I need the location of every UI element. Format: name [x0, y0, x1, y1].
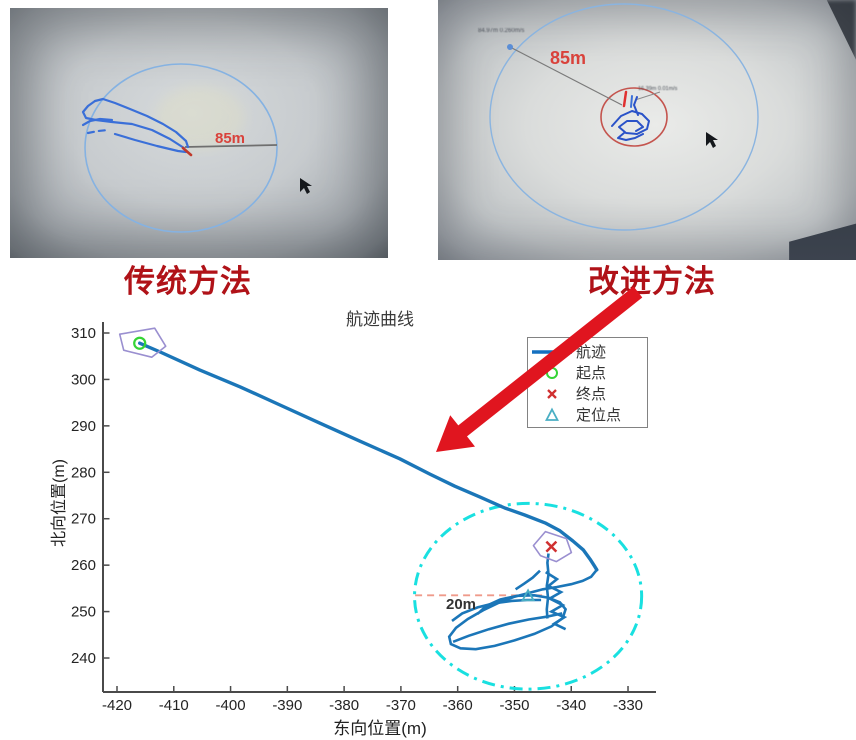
x-tick-label: -400	[216, 697, 246, 714]
y-tick-label: 270	[71, 511, 96, 528]
distance-annotation: 16.39m 0.01m/s	[638, 86, 678, 92]
x-tick-label: -410	[159, 697, 189, 714]
trajectory-cluster	[545, 553, 550, 619]
cursor-icon	[706, 132, 718, 148]
y-axis-label: 北向位置(m)	[51, 459, 68, 547]
x-tick-label: -350	[499, 697, 529, 714]
circle-radius-label: 20m	[446, 596, 477, 613]
x-tick-label: -380	[329, 697, 359, 714]
legend-row-trajectory: 航迹	[528, 341, 647, 362]
y-tick-label: 300	[71, 371, 96, 388]
trajectory-cluster	[452, 612, 563, 644]
y-tick-label: 240	[71, 650, 96, 667]
plotted-data: -420 -410 -400 -390 -380 -370 -360 -350 -340 -330…	[71, 325, 644, 714]
locate-point-marker	[521, 588, 536, 602]
trajectory-cluster	[545, 570, 568, 631]
x-tick-label: -360	[443, 697, 473, 714]
annotation-leader-line	[634, 91, 661, 101]
legend-label: 终点	[576, 386, 607, 403]
chart-title: 航迹曲线	[346, 310, 414, 329]
x-tick-label: -370	[386, 697, 416, 714]
start-tick-blue	[630, 95, 633, 108]
trajectory-cluster	[514, 569, 541, 591]
photo-traditional-method: 85m	[10, 8, 388, 258]
y-tick-label: 260	[71, 557, 96, 574]
legend-row-end: 终点	[528, 383, 647, 404]
legend-circle-icon	[528, 365, 576, 381]
y-tick-label: 250	[71, 604, 96, 621]
cursor-icon	[300, 178, 312, 194]
photo-left-graphics	[81, 63, 312, 233]
anchor-dot	[507, 44, 513, 50]
legend-x-icon	[528, 386, 576, 402]
range-circle	[84, 63, 278, 233]
trajectory-knot	[611, 96, 650, 141]
x-tick-label: -390	[272, 697, 302, 714]
chart-legend: 航迹 起点 终点 定位点	[527, 337, 648, 428]
legend-row-locate: 定位点	[528, 404, 647, 425]
radius-line	[509, 46, 623, 106]
y-tick-label: 290	[71, 418, 96, 435]
end-boat-outline	[532, 530, 573, 563]
legend-label: 起点	[576, 365, 607, 382]
x-axis-label: 东向位置(m)	[333, 719, 427, 738]
photo-improved-method: 85m 84.97m 0.260m/s 16.39m 0.01m/s	[438, 0, 856, 260]
y-tick-label: 310	[71, 325, 96, 342]
trajectory-main	[138, 341, 599, 572]
y-tick-label: 280	[71, 464, 96, 481]
distance-annotation: 84.97m 0.260m/s	[478, 28, 525, 34]
start-point-marker	[133, 336, 147, 350]
legend-triangle-icon	[528, 407, 576, 423]
trajectory-squiggle	[81, 97, 190, 154]
radius-line	[184, 144, 278, 148]
start-boat-outline	[118, 327, 167, 359]
photo-right-graphics	[489, 3, 759, 231]
legend-label: 定位点	[576, 407, 622, 424]
legend-row-start: 起点	[528, 362, 647, 383]
x-tick-label: -330	[613, 697, 643, 714]
end-point-marker	[545, 540, 558, 553]
range-circle	[489, 3, 759, 231]
legend-label: 航迹	[576, 344, 607, 361]
end-tick-red	[622, 90, 628, 108]
x-tick-label: -420	[102, 697, 132, 714]
uncertainty-circle	[413, 501, 644, 691]
radius-label-85m: 85m	[215, 130, 246, 147]
caption-traditional-method: 传统方法	[124, 264, 252, 299]
x-tick-label: -340	[556, 697, 586, 714]
legend-line-icon	[528, 344, 576, 360]
trajectory-end-mark	[181, 146, 193, 157]
error-circle	[600, 87, 668, 147]
radius-label-85m: 85m	[550, 48, 587, 68]
